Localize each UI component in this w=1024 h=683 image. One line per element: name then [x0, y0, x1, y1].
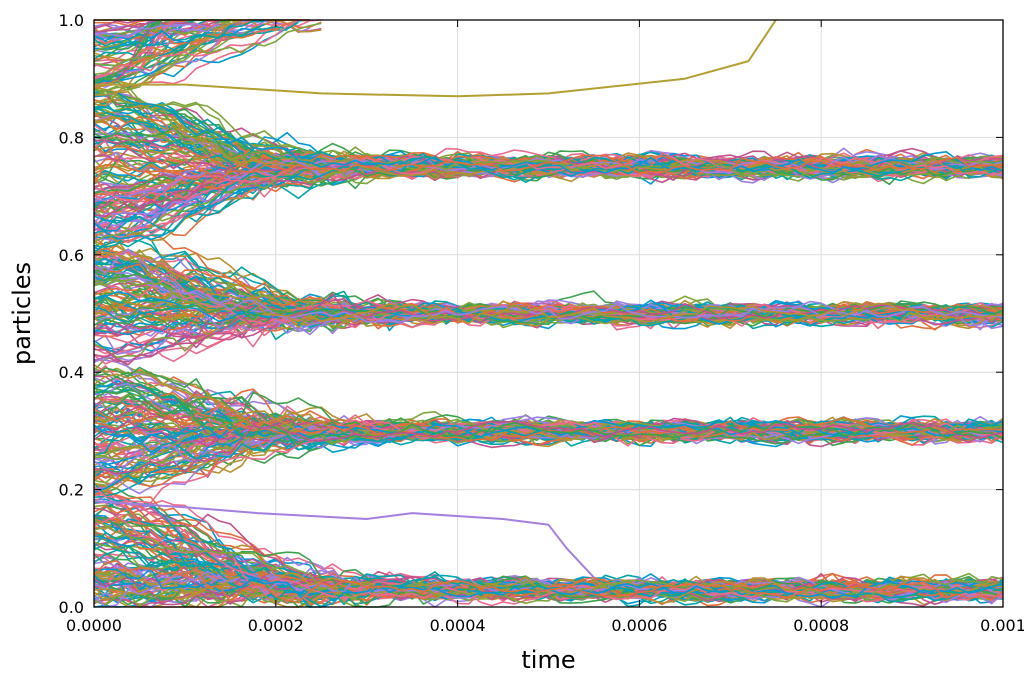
x-tick-label: 0.0008	[793, 616, 849, 635]
particle-trajectory	[93, 299, 1004, 325]
particle-trajectory	[93, 153, 1004, 205]
particle-trajectory	[93, 22, 322, 76]
particle-trajectory	[93, 19, 242, 90]
y-axis-label: particles	[8, 262, 36, 365]
y-tick-label: 0.8	[59, 128, 84, 147]
axis-ticks: 0.0000 0.0002 0.0004 0.0006 0.0008 0.001 0.0 0.…	[59, 11, 1024, 635]
particle-trajectory	[93, 577, 1004, 608]
particle-trajectory	[93, 252, 1004, 329]
particle-trajectory	[93, 19, 310, 78]
particle-trajectory	[93, 90, 1004, 174]
particle-trajectory	[93, 515, 1004, 607]
outlier-trajectory	[94, 19, 777, 98]
particle-trajectory	[93, 560, 1004, 604]
particle-trajectory	[93, 22, 220, 62]
particle-trajectory	[93, 248, 1004, 324]
plot-frame	[93, 19, 1004, 608]
x-tick-label: 0.0002	[248, 616, 304, 635]
particle-trajectory	[93, 407, 1004, 442]
y-tick-label: 0.0	[59, 598, 84, 617]
particle-trajectory	[93, 154, 1004, 185]
y-tick-label: 0.6	[59, 246, 84, 265]
particle-trajectory	[93, 412, 1004, 446]
particle-trajectory	[93, 23, 265, 44]
x-tick-label: 0.0000	[66, 616, 122, 635]
particle-trajectory	[93, 293, 1004, 366]
particle-trajectory	[93, 518, 1004, 604]
x-tick-label: 0.0006	[611, 616, 667, 635]
particle-trajectory	[93, 126, 1004, 177]
y-tick-label: 1.0	[59, 11, 84, 30]
outlier-trajectory	[93, 500, 595, 579]
x-axis-label: time	[521, 646, 575, 674]
particle-trajectory	[93, 420, 1004, 475]
y-tick-label: 0.2	[59, 481, 84, 500]
particle-trajectory	[93, 20, 265, 51]
x-tick-label: 0.001	[980, 616, 1024, 635]
x-tick-label: 0.0004	[430, 616, 486, 635]
particle-trajectory	[93, 489, 1004, 600]
particle-trajectory	[93, 414, 1004, 504]
particle-trajectory	[93, 90, 1004, 178]
particle-trajectory	[93, 24, 185, 38]
y-tick-label: 0.4	[59, 363, 84, 382]
particle-trajectories	[93, 19, 1004, 608]
